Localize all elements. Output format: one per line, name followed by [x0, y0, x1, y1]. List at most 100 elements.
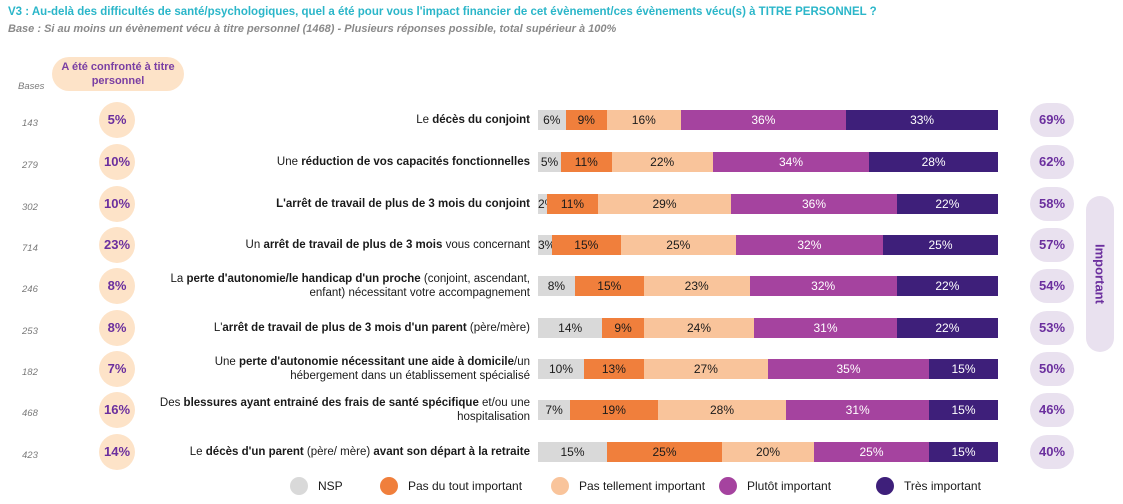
bar-segment: 5% [538, 152, 561, 172]
row-base: 143 [22, 118, 38, 129]
important-total: 50% [1030, 352, 1074, 386]
row-base: 423 [22, 450, 38, 461]
category-label-part: L'arrêt de travail de plus de 3 mois du … [276, 198, 530, 210]
bar-segment: 31% [754, 318, 897, 338]
category-label-part: Le [189, 446, 206, 458]
category-label-part: et/ou une hospitalisation [457, 397, 530, 423]
category-label-part: arrêt de travail de plus de 3 mois [263, 239, 443, 251]
category-label-part: La [170, 273, 187, 285]
important-total: 57% [1030, 228, 1074, 262]
stacked-bar: 10% 13% 27% 35% 15% [538, 359, 998, 379]
bar-segment: 31% [786, 400, 929, 420]
bar-segment: 16% [607, 110, 681, 130]
bar-segment: 13% [584, 359, 644, 379]
bar-segment: 11% [547, 194, 598, 214]
bar-segment: 22% [896, 318, 998, 338]
stacked-bar: 8% 15% 23% 32% 22% [538, 276, 998, 296]
chart-subtitle: Base : Si au moins un évènement vécu à t… [8, 23, 617, 35]
important-total: 58% [1030, 187, 1074, 221]
bar-segment: 34% [712, 152, 870, 172]
legend-swatch [380, 477, 398, 495]
bar-segment: 15% [929, 359, 998, 379]
category-label-part: Le [416, 114, 433, 126]
stacked-bar: 7% 19% 28% 31% 15% [538, 400, 998, 420]
bar-segment: 9% [565, 110, 607, 130]
bar-segment: 27% [643, 359, 768, 379]
category-label-part: décès du conjoint [432, 114, 530, 126]
stacked-bar: 5% 11% 22% 34% 28% [538, 152, 998, 172]
bar-segment: 22% [896, 194, 998, 214]
bar-segment: 15% [574, 276, 644, 296]
confronted-value: 10% [99, 186, 135, 222]
row-base: 182 [22, 367, 38, 378]
bar-segment: 2% [538, 194, 555, 214]
category-label-part: arrêt de travail de plus de 3 mois d'un … [222, 322, 467, 334]
legend-item: Pas tellement important [551, 476, 705, 496]
stacked-bar: 6% 9% 16% 36% 33% [538, 110, 998, 130]
category-label-part: (père/ mère) [303, 446, 374, 458]
legend-item: Plutôt important [719, 476, 831, 496]
bar-segment: 36% [731, 194, 897, 214]
bar-segment: 25% [883, 235, 998, 255]
stacked-bar: 15% 25% 20% 25% 15% [538, 442, 998, 462]
bar-segment: 10% [538, 359, 584, 379]
category-label-part: avant son départ à la retraite [373, 446, 530, 458]
bar-segment: 15% [929, 400, 998, 420]
row-base: 302 [22, 202, 38, 213]
bar-segment: 35% [768, 359, 929, 379]
bar-segment: 3% [538, 235, 555, 255]
bar-segment: 25% [814, 442, 929, 462]
row-base: 253 [22, 326, 38, 337]
legend-swatch [290, 477, 308, 495]
confronted-value: 14% [99, 434, 135, 470]
bar-segment: 11% [561, 152, 612, 172]
row-base: 714 [22, 243, 38, 254]
bar-segment: 33% [846, 110, 998, 130]
row-base: 468 [22, 408, 38, 419]
important-total: 53% [1030, 311, 1074, 345]
category-label-part: (conjoint, ascendant, enfant) nécessitan… [309, 273, 530, 299]
bar-segment: 15% [538, 442, 607, 462]
bar-segment: 8% [538, 276, 575, 296]
important-label: Important [1092, 244, 1108, 304]
category-label-part: Un [245, 239, 264, 251]
bar-segment: 15% [551, 235, 621, 255]
category-label: Le décès d'un parent (père/ mère) avant … [150, 445, 530, 459]
category-label: L'arrêt de travail de plus de 3 mois du … [150, 197, 530, 211]
legend-item: NSP [290, 476, 343, 496]
important-total: 69% [1030, 103, 1074, 137]
chart-title: V3 : Au-delà des difficultés de santé/ps… [8, 6, 877, 18]
category-label-part: /un hébergement dans un établissement sp… [290, 356, 530, 382]
category-label-part: perte d'autonomie/le handicap d'un proch… [186, 273, 421, 285]
important-total: 62% [1030, 145, 1074, 179]
confronted-value: 16% [99, 392, 135, 428]
category-label-part: décès d'un parent [205, 446, 304, 458]
bar-segment: 6% [538, 110, 566, 130]
row-base: 246 [22, 284, 38, 295]
confronted-value: 5% [99, 102, 135, 138]
category-label: Un arrêt de travail de plus de 3 mois vo… [150, 238, 530, 252]
bar-segment: 25% [607, 442, 722, 462]
category-label: Le décès du conjoint [150, 113, 530, 127]
bar-segment: 9% [602, 318, 644, 338]
bar-segment: 23% [643, 276, 750, 296]
category-label: Des blessures ayant entrainé des frais d… [150, 396, 530, 424]
bar-segment: 36% [680, 110, 847, 130]
bar-segment: 28% [657, 400, 787, 420]
bar-segment: 29% [597, 194, 732, 214]
row-base: 279 [22, 160, 38, 171]
important-total: 46% [1030, 393, 1074, 427]
category-label-part: L' [213, 322, 223, 334]
stacked-bar: 2%11%29%36%22% [538, 194, 998, 214]
legend-label: NSP [318, 479, 343, 493]
stacked-bar: 14% 9% 24% 31% 22% [538, 318, 998, 338]
category-label-part: perte d'autonomie nécessitant une aide à… [239, 356, 514, 368]
category-label-part: Des [159, 397, 184, 409]
confronted-value: 8% [99, 268, 135, 304]
legend-label: Plutôt important [747, 479, 832, 493]
bar-segment: 32% [735, 235, 883, 255]
legend-swatch [876, 477, 894, 495]
bar-segment: 25% [620, 235, 736, 255]
legend-swatch [719, 477, 737, 495]
stacked-bar: 3% 15% 25% 32% 25% [538, 235, 998, 255]
